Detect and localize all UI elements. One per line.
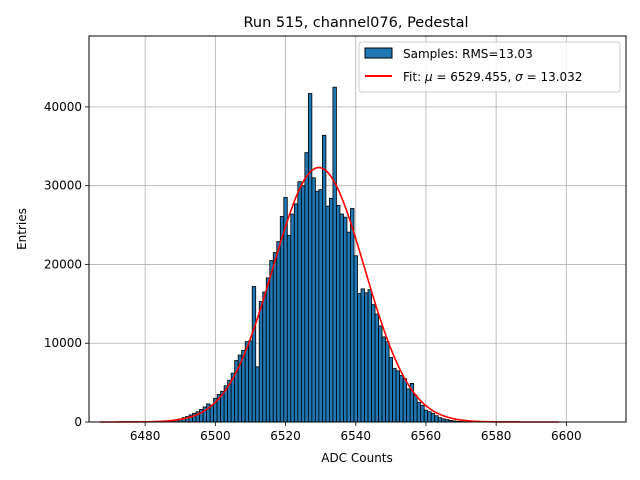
histogram-bar <box>269 260 274 423</box>
legend-fit-sigma-value: = 13.032 <box>523 70 583 84</box>
histogram-bar <box>374 313 379 423</box>
histogram-bar <box>423 409 429 423</box>
x-tick-label: 6560 <box>411 429 442 443</box>
histogram-bar <box>244 341 250 423</box>
legend: Samples: RMS=13.03 Fit: μ = 6529.455, σ … <box>358 41 621 93</box>
histogram-bar <box>402 378 408 423</box>
histogram-bar <box>336 204 341 423</box>
histogram-bar <box>276 241 281 423</box>
histogram-bar <box>416 401 422 423</box>
histogram-bar <box>272 252 278 423</box>
y-axis-ticks: 0 10000 20000 30000 40000 <box>44 100 89 429</box>
histogram-bar <box>430 412 436 423</box>
histogram-bar <box>332 86 337 423</box>
histogram-bar <box>371 304 376 423</box>
histogram-bar <box>297 181 302 423</box>
x-axis-label: ADC Counts <box>321 451 393 465</box>
y-tick-label: 40000 <box>44 100 82 114</box>
histogram-bar <box>279 215 285 423</box>
x-tick-label: 6480 <box>130 429 161 443</box>
x-tick-label: 6520 <box>270 429 301 443</box>
histogram-bar <box>262 291 267 423</box>
legend-fit-prefix: Fit: <box>403 70 425 84</box>
histogram-bar <box>434 415 439 423</box>
histogram-bar <box>381 336 386 423</box>
chart-title: Run 515, channel076, Pedestal <box>243 15 468 31</box>
x-tick-label: 6600 <box>551 429 582 443</box>
histogram-bar <box>318 189 323 423</box>
histogram-bar <box>420 405 425 423</box>
histogram-bar <box>346 231 351 423</box>
y-tick-label: 0 <box>74 415 82 429</box>
histogram-bar <box>399 375 404 423</box>
histogram-bar <box>395 370 401 423</box>
y-tick-label: 20000 <box>44 257 82 271</box>
histogram-bar <box>343 216 348 423</box>
histogram-bar <box>209 405 214 423</box>
histogram-bars <box>153 86 471 423</box>
histogram-bar <box>255 366 260 423</box>
histogram-bar <box>437 417 443 423</box>
histogram-bar <box>388 357 393 423</box>
histogram-bar <box>385 341 390 423</box>
histogram-bar <box>339 213 344 423</box>
y-tick-label: 10000 <box>44 336 82 350</box>
y-axis-label: Entries <box>15 208 29 250</box>
legend-samples-swatch <box>364 47 393 59</box>
histogram-bar <box>350 208 355 423</box>
histogram-bar <box>248 340 253 423</box>
histogram-bar <box>300 185 306 423</box>
plot-frame <box>88 35 627 423</box>
legend-fit-mu-value: = 6529.455, <box>433 70 516 84</box>
legend-fit-mu-symbol: μ <box>424 70 433 84</box>
histogram-bar <box>314 190 320 423</box>
histogram-bar <box>265 277 271 423</box>
legend-box <box>358 41 621 93</box>
histogram-bar <box>364 292 369 423</box>
x-tick-label: 6540 <box>340 429 371 443</box>
x-axis-ticks: 6480 6500 6520 6540 6560 6580 6600 <box>130 422 582 443</box>
histogram-bar <box>293 203 299 423</box>
legend-samples-label: Samples: RMS=13.03 <box>403 47 533 61</box>
histogram-bar <box>258 301 264 423</box>
histogram-bar <box>378 325 383 423</box>
histogram-bar <box>304 152 309 423</box>
x-tick-label: 6580 <box>481 429 512 443</box>
histogram-bar <box>286 234 292 423</box>
histogram-bar <box>427 411 432 423</box>
histogram-bar <box>406 388 411 423</box>
histogram-bar <box>290 213 295 423</box>
histogram-bar <box>413 394 418 423</box>
legend-fit-sigma-symbol: σ <box>515 70 523 84</box>
histogram-bar <box>311 177 316 423</box>
histogram-bar <box>357 293 362 423</box>
histogram-bar <box>251 286 257 423</box>
histogram-bar <box>367 289 372 423</box>
x-tick-label: 6500 <box>200 429 231 443</box>
histogram-bar <box>353 255 358 423</box>
legend-fit-label: Fit: μ = 6529.455, σ = 13.032 <box>403 70 582 84</box>
histogram-bar <box>307 93 313 423</box>
histogram-bar <box>360 288 365 423</box>
histogram-bar <box>329 197 334 423</box>
histogram-bar <box>325 205 330 423</box>
y-tick-label: 30000 <box>44 179 82 193</box>
histogram-bar <box>322 134 327 423</box>
histogram-bar <box>392 368 397 423</box>
